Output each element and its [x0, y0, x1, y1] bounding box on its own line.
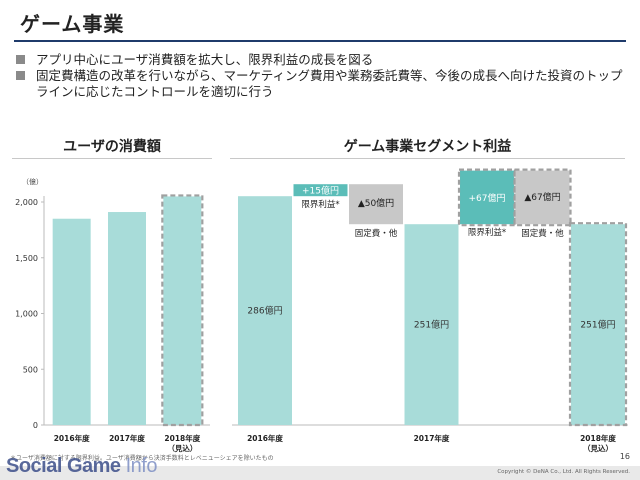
watermark-logo: Social Game Info [6, 455, 157, 478]
square-bullet-icon [16, 55, 25, 64]
y-tick-label: 1,500 [15, 254, 38, 263]
profit-total-bar [404, 224, 459, 425]
profit-decrease-bar [349, 184, 403, 225]
bullet-item: 固定費構造の改革を行いながら、マーケティング費用や業務委託費等、今後の成長へ向け… [16, 68, 626, 100]
watermark-text-accent: Info [125, 455, 158, 477]
x-category-label: 2017年度 [109, 433, 145, 443]
profit-increase-bar [293, 184, 348, 197]
increase-value-label: +15億円 [302, 185, 339, 197]
watermark-text: Social Game [6, 455, 126, 477]
profit-total-bar [238, 196, 292, 425]
square-bullet-icon [16, 71, 25, 80]
bullet-item: アプリ中心にユーザ消費額を拡大し、限界利益の成長を図る [16, 52, 626, 68]
estimate-dashed-outline [568, 222, 628, 427]
spend-bar [163, 196, 202, 425]
estimate-dashed-outline [161, 194, 204, 427]
page-number: 16 [619, 452, 630, 461]
user-spend-chart-title: ユーザの消費額 [63, 139, 161, 155]
left-section-divider [12, 158, 212, 159]
spend-bar [108, 212, 146, 425]
x-category-label: 2018年度（見込） [164, 433, 200, 453]
step-caption: 固定費・他 [521, 228, 564, 239]
y-tick-label: 2,000 [15, 198, 38, 207]
y-tick-label: 0 [33, 421, 38, 430]
increase-value-label: +67億円 [469, 192, 506, 204]
segment-profit-chart-title: ゲーム事業セグメント利益 [343, 139, 512, 155]
total-value-label: 251億円 [580, 319, 615, 331]
profit-decrease-bar [515, 170, 570, 225]
estimate-dashed-outline [457, 168, 517, 227]
step-caption: 固定費・他 [355, 228, 398, 239]
x-category-label: 2018年度（見込） [580, 433, 616, 453]
bullet-text: 固定費構造の改革を行いながら、マーケティング費用や業務委託費等、今後の成長へ向け… [36, 68, 623, 99]
total-value-label: 286億円 [247, 305, 282, 317]
x-category-label: 2016年度 [54, 433, 90, 443]
copyright: Copyright © DeNA Co., Ltd. All Rights Re… [497, 469, 630, 475]
y-axis-unit-label: （億） [22, 177, 43, 186]
x-category-label: 2017年度 [414, 433, 450, 443]
y-tick-label: 500 [23, 365, 38, 374]
x-category-label: 2016年度 [247, 433, 283, 443]
profit-increase-bar [460, 170, 514, 225]
step-caption: 限界利益* [468, 227, 506, 238]
right-section-divider [230, 158, 625, 159]
title-divider [14, 40, 626, 42]
spend-bar [52, 218, 91, 425]
decrease-value-label: ▲67億円 [524, 191, 560, 203]
decrease-value-label: ▲50億円 [358, 197, 394, 209]
total-value-label: 251億円 [414, 319, 449, 331]
page-title: ゲーム事業 [20, 12, 125, 36]
profit-total-bar [571, 224, 625, 425]
step-caption: 限界利益* [301, 199, 339, 210]
bullet-list: アプリ中心にユーザ消費額を拡大し、限界利益の成長を図る 固定費構造の改革を行いな… [16, 52, 626, 100]
estimate-dashed-outline [513, 168, 572, 227]
bullet-text: アプリ中心にユーザ消費額を拡大し、限界利益の成長を図る [36, 52, 374, 67]
footer-bar [0, 466, 640, 480]
y-tick-label: 1,000 [15, 310, 38, 319]
footnote: ＊ユーザ消費額に対する限界利益。ユーザ消費額から決済手数料とレベニューシェアを除… [10, 455, 274, 462]
